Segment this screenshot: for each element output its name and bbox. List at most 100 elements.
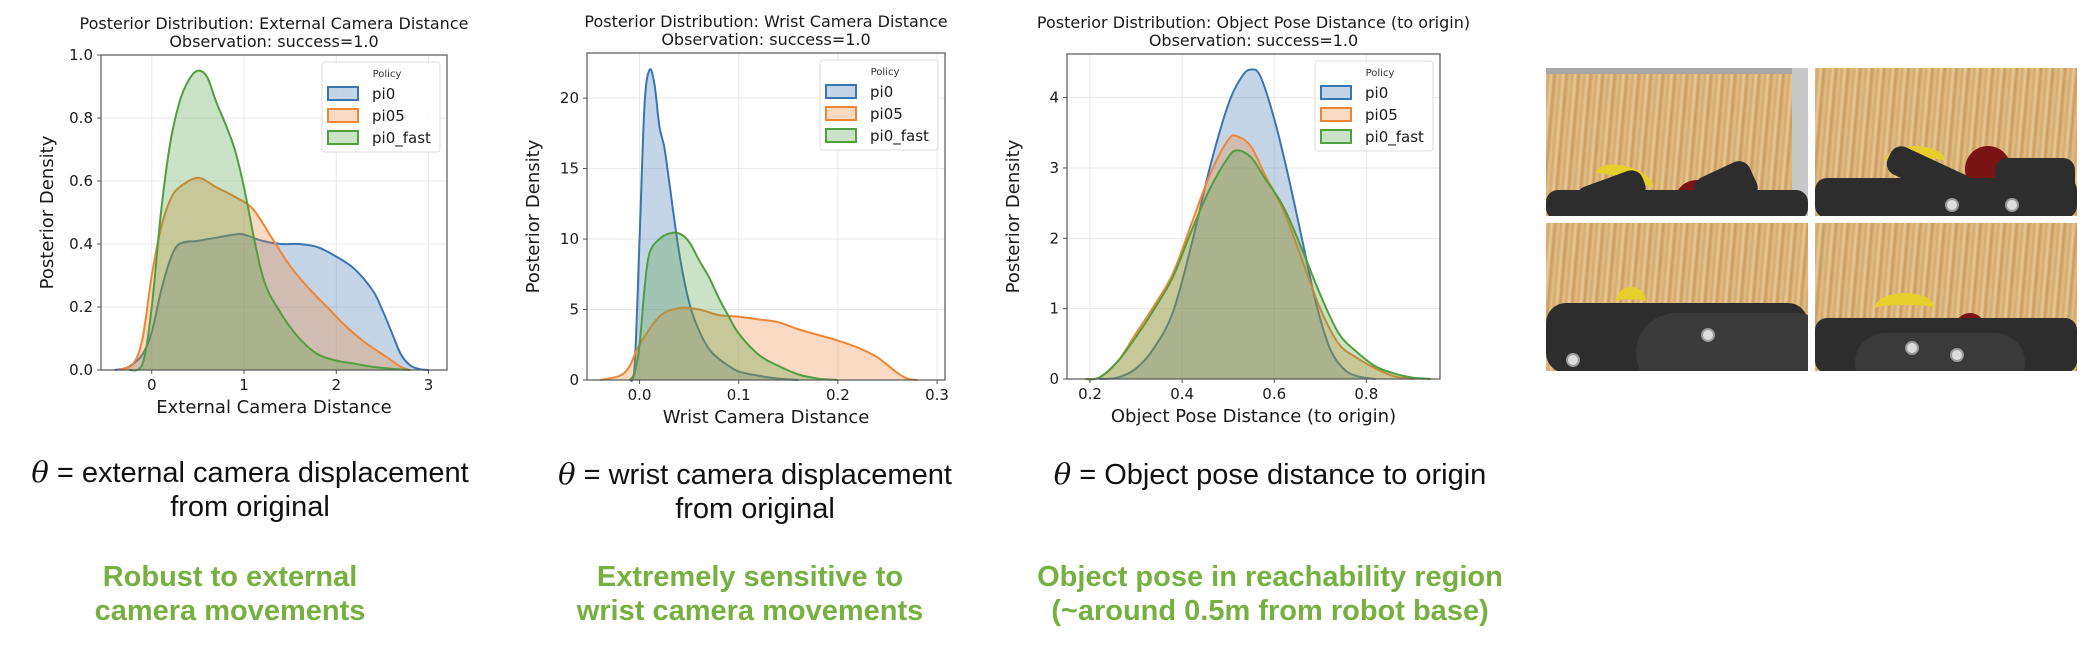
x-tick-label: 0.0 — [628, 386, 652, 404]
takeaway-object-pose: Object pose in reachability region (~aro… — [1000, 560, 1540, 628]
y-tick-label: 1.0 — [69, 46, 93, 64]
legend-swatch-pi0 — [1320, 85, 1352, 100]
density-fill-pi05 — [599, 307, 918, 380]
plot-frame — [586, 52, 946, 381]
caption-wrist: θ = wrist camera displacement from origi… — [510, 457, 1000, 526]
density-fill-pi0 — [629, 69, 799, 381]
legend-label-pi0_fast: pi0_fast — [372, 129, 431, 148]
caption-line2: from original — [675, 493, 835, 525]
x-tick-label: 3 — [424, 376, 434, 394]
x-tick-label: 0.1 — [727, 386, 751, 404]
robot-view-image-2 — [1815, 68, 2077, 216]
legend-label-pi05: pi05 — [372, 107, 405, 125]
legend-label-pi0: pi0 — [1365, 84, 1388, 102]
y-tick-label: 0.2 — [69, 298, 93, 316]
density-series — [114, 69, 429, 372]
chart-title: Posterior Distribution: External Camera … — [80, 14, 469, 33]
caption-object-pose: θ = Object pose distance to origin — [1010, 457, 1530, 492]
y-tick-label: 3 — [1049, 159, 1059, 177]
takeaway-external: Robust to external camera movements — [0, 560, 460, 628]
x-tick-label: 0.2 — [1078, 385, 1102, 403]
x-axis-label: Wrist Camera Distance — [663, 407, 870, 428]
caption-external: θ = external camera displacement from or… — [0, 455, 500, 524]
takeaway-line2: (~around 0.5m from robot base) — [1051, 595, 1489, 627]
legend: Policy pi0 pi05 pi0_fast — [321, 61, 441, 153]
x-tick-label: 0 — [147, 376, 157, 394]
y-tick-label: 0.4 — [69, 235, 93, 253]
takeaway-line2: wrist camera movements — [576, 595, 924, 627]
y-tick-label: 10 — [560, 230, 579, 248]
theta-symbol: θ — [1053, 457, 1072, 491]
plot-frame — [100, 54, 448, 371]
y-axis-label: Posterior Density — [37, 135, 58, 289]
chart-wrist-camera: Posterior Distribution: Wrist Camera Dis… — [0, 0, 1000, 430]
caption-text: = Object pose distance to origin — [1071, 459, 1487, 491]
y-tick-label: 0.0 — [69, 361, 93, 379]
takeaway-wrist: Extremely sensitive to wrist camera move… — [520, 560, 980, 628]
chart-svg: Posterior Distribution: External Camera … — [37, 14, 469, 418]
robot-view-image-1 — [1546, 68, 1808, 216]
legend-title: Policy — [1366, 68, 1395, 79]
density-line-pi0 — [1099, 68, 1376, 380]
plot-frame — [1066, 53, 1441, 380]
legend-swatch-pi05 — [825, 106, 857, 121]
chart-object-pose: Posterior Distribution: Object Pose Dist… — [0, 0, 1500, 430]
x-tick-label: 0.4 — [1170, 385, 1194, 403]
density-fill-pi05 — [1085, 135, 1413, 380]
takeaway-line2: camera movements — [94, 595, 366, 627]
density-fill-pi0_fast — [128, 70, 411, 371]
chart-subtitle: Observation: success=1.0 — [169, 32, 378, 51]
chart-title: Posterior Distribution: Wrist Camera Dis… — [584, 12, 947, 31]
density-line-pi0 — [628, 68, 799, 382]
robot-view-image-4 — [1815, 223, 2077, 371]
theta-symbol: θ — [558, 457, 576, 491]
y-tick-label: 2 — [1049, 229, 1059, 247]
takeaway-line1: Robust to external — [102, 561, 358, 593]
y-tick-label: 15 — [560, 160, 579, 178]
chart-subtitle: Observation: success=1.0 — [1149, 31, 1358, 50]
density-fill-pi05 — [119, 177, 411, 370]
legend-label-pi0: pi0 — [372, 85, 395, 103]
chart-external-camera: Posterior Distribution: External Camera … — [0, 0, 500, 430]
x-tick-label: 0.2 — [826, 386, 850, 404]
legend-label-pi05: pi05 — [870, 105, 903, 123]
density-line-pi05 — [1085, 134, 1413, 381]
chart-svg: Posterior Distribution: Object Pose Dist… — [1003, 13, 1470, 427]
legend-label-pi0: pi0 — [870, 83, 893, 101]
x-tick-label: 0.6 — [1262, 385, 1286, 403]
takeaway-line1: Object pose in reachability region — [1037, 561, 1503, 593]
y-tick-label: 0.8 — [69, 109, 93, 127]
density-line-pi05 — [119, 176, 411, 371]
density-fill-pi0_fast — [1085, 150, 1431, 380]
y-axis-label: Posterior Density — [1003, 139, 1024, 293]
legend-swatch-pi0_fast — [825, 128, 857, 143]
density-series — [599, 68, 918, 382]
density-fill-pi0 — [114, 233, 429, 370]
legend: Policy pi0 pi05 pi0_fast — [819, 59, 939, 151]
legend-label-pi05: pi05 — [1365, 106, 1398, 124]
density-fill-pi0 — [1099, 69, 1376, 380]
y-axis-label: Posterior Density — [523, 139, 544, 293]
x-tick-label: 0.3 — [925, 386, 949, 404]
legend-swatch-pi0_fast — [327, 130, 359, 145]
theta-symbol: θ — [31, 455, 49, 489]
caption-line2: from original — [170, 491, 330, 523]
caption-text: = wrist camera displacement — [575, 459, 952, 491]
y-tick-label: 0.6 — [69, 172, 93, 190]
chart-svg: Posterior Distribution: Wrist Camera Dis… — [523, 12, 949, 428]
x-axis-label: Object Pose Distance (to origin) — [1111, 406, 1396, 427]
density-line-pi0_fast — [128, 69, 411, 372]
density-fill-pi0_fast — [629, 232, 838, 380]
y-tick-label: 5 — [569, 301, 579, 319]
chart-title: Posterior Distribution: Object Pose Dist… — [1037, 13, 1470, 32]
density-line-pi0_fast — [628, 231, 838, 381]
legend-label-pi0_fast: pi0_fast — [1365, 128, 1424, 147]
y-tick-label: 1 — [1049, 300, 1059, 318]
legend: Policy pi0 pi05 pi0_fast — [1314, 60, 1434, 152]
x-axis-label: External Camera Distance — [156, 397, 391, 418]
legend-swatch-pi0 — [825, 84, 857, 99]
legend-title: Policy — [871, 67, 900, 78]
legend-swatch-pi0_fast — [1320, 129, 1352, 144]
density-line-pi0_fast — [1085, 149, 1431, 381]
x-tick-label: 1 — [239, 376, 249, 394]
